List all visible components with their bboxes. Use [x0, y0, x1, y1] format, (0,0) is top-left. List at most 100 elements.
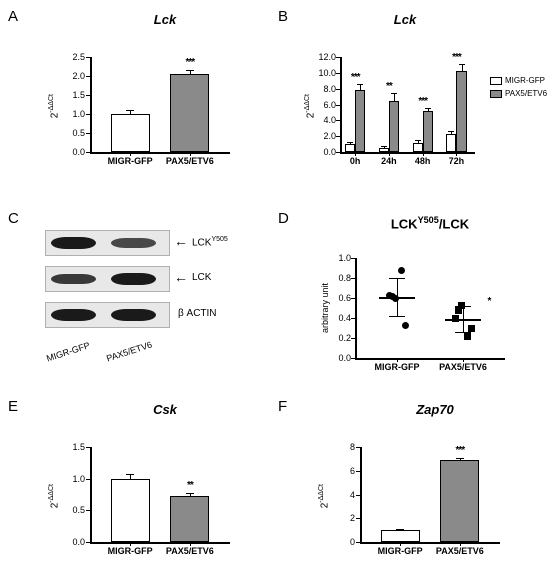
xtick [423, 152, 424, 156]
bar [379, 148, 389, 152]
xtick [190, 542, 191, 546]
ytick [86, 152, 90, 153]
bar [170, 74, 209, 152]
panel-e: Csk 0.00.51.01.52-ΔΔCtMIGR-GFPPAX5/ETV6*… [30, 402, 260, 562]
legend-pax-box [490, 90, 502, 98]
panel-e-chart: 0.00.51.01.52-ΔΔCtMIGR-GFPPAX5/ETV6** [85, 437, 240, 557]
ytick-label: 0.2 [327, 333, 351, 343]
xlabel: PAX5/ETV6 [160, 546, 220, 556]
ytick [86, 133, 90, 134]
significance: ** [170, 480, 209, 491]
bar [423, 111, 433, 152]
panel-d-title: LCKY505/LCK [315, 215, 545, 231]
panel-f: Zap70 024682-ΔΔCtMIGR-GFPPAX5/ETV6*** [300, 402, 530, 562]
data-point [464, 333, 471, 340]
ytick-label: 2.0 [312, 131, 336, 141]
error-cap [459, 64, 465, 65]
xlabel: MIGR-GFP [100, 546, 160, 556]
xlabel: PAX5/ETV6 [431, 362, 495, 372]
ytick-label: 1.5 [60, 442, 85, 452]
panel-e-label: E [8, 398, 18, 415]
xtick [190, 152, 191, 156]
ytick-label: 2 [330, 513, 355, 523]
panel-c: ←LCKY505←LCKβ ACTINMIGR-GFPPAX5/ETV6 [30, 220, 260, 380]
blot-band-spot [51, 237, 96, 249]
ytick [336, 73, 340, 74]
panel-f-label: F [278, 398, 287, 415]
error-cap [396, 529, 404, 530]
ylabel: 2-ΔΔCt [48, 484, 60, 508]
legend-migr-box [490, 77, 502, 85]
ytick [356, 471, 360, 472]
error-cap [425, 108, 431, 109]
ytick [86, 95, 90, 96]
bar [440, 460, 479, 542]
xtick [456, 152, 457, 156]
bar [170, 496, 209, 542]
ytick [86, 479, 90, 480]
error-bar [394, 93, 395, 101]
bar [446, 134, 456, 152]
error-cap [126, 110, 134, 111]
ytick [86, 57, 90, 58]
error-cap [391, 93, 397, 94]
arrow-icon: ← [174, 269, 188, 285]
error-cap [415, 140, 421, 141]
bar [355, 90, 365, 152]
xlabel: 72h [441, 156, 471, 166]
blot-band-spot [111, 238, 156, 248]
ytick [351, 278, 355, 279]
ytick [86, 114, 90, 115]
bar [345, 144, 355, 152]
ytick-label: 4 [330, 490, 355, 500]
ytick [356, 542, 360, 543]
ytick [351, 338, 355, 339]
xtick [463, 358, 464, 362]
ytick-label: 0.5 [60, 505, 85, 515]
ylabel: 2-ΔΔCt [318, 484, 330, 508]
error-cap [456, 458, 464, 459]
blot-band-spot [51, 274, 96, 285]
ytick-label: 2.0 [60, 71, 85, 81]
bar [413, 143, 423, 153]
ytick [351, 358, 355, 359]
bar [111, 479, 150, 542]
ytick [336, 120, 340, 121]
panel-c-label: C [8, 210, 19, 227]
ytick-label: 1.0 [60, 474, 85, 484]
xlabel: 48h [408, 156, 438, 166]
y-axis [90, 447, 92, 542]
ytick-label: 1.0 [60, 109, 85, 119]
panel-a-chart: 0.00.51.01.52.02.52-ΔΔCtMIGR-GFPPAX5/ETV… [85, 47, 240, 167]
ylabel: 2-ΔΔCt [304, 94, 316, 118]
error-cap [126, 474, 134, 475]
ytick [86, 447, 90, 448]
sd-bar [463, 306, 464, 332]
error-cap [448, 131, 454, 132]
ytick [351, 318, 355, 319]
ytick-label: 12.0 [312, 52, 336, 62]
blot-label: β ACTIN [178, 308, 217, 319]
panel-b: Lck 0.02.04.06.08.010.012.02-ΔΔCt***0h**… [295, 12, 545, 172]
blot-label: LCKY505 [192, 236, 228, 248]
significance: *** [170, 57, 209, 68]
panel-b-label: B [278, 8, 288, 25]
ytick [86, 542, 90, 543]
ytick-label: 0.0 [327, 353, 351, 363]
ytick [336, 105, 340, 106]
ytick-label: 2.5 [60, 52, 85, 62]
xtick [460, 542, 461, 546]
panel-d-label: D [278, 210, 289, 227]
x-axis [90, 542, 230, 544]
y-axis [355, 258, 357, 358]
xlabel: 24h [374, 156, 404, 166]
blot-band-spot [111, 309, 156, 321]
arrow-icon: ← [174, 233, 188, 249]
ytick [86, 76, 90, 77]
xlabel: PAX5/ETV6 [430, 546, 490, 556]
panel-e-title: Csk [50, 402, 280, 417]
ytick [351, 298, 355, 299]
y-axis [340, 57, 342, 152]
bar [111, 114, 150, 152]
y-axis [360, 447, 362, 542]
